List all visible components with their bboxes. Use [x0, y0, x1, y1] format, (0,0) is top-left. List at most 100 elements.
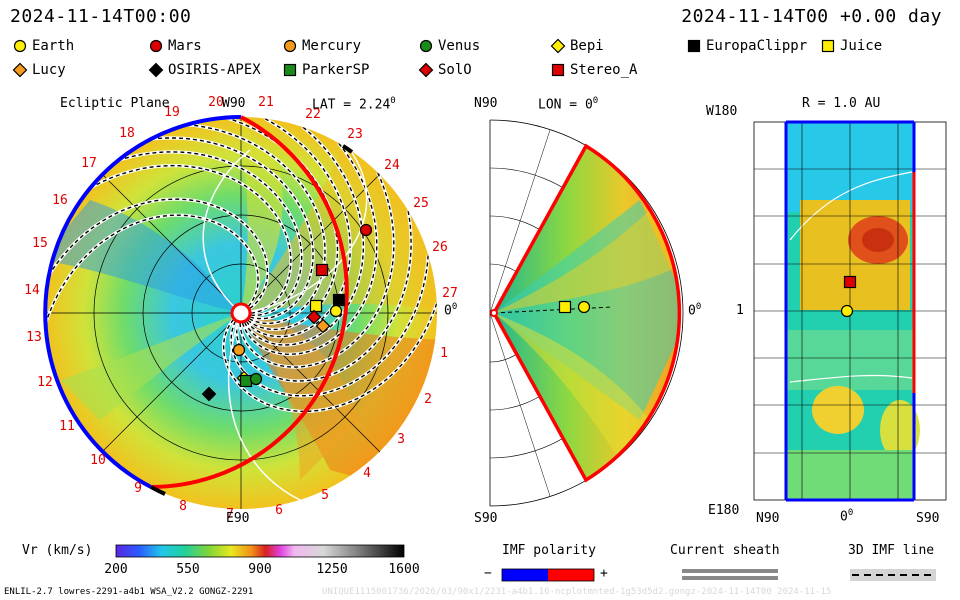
e180-label: E180 — [708, 503, 740, 518]
w90-label: W90 — [222, 96, 246, 111]
e90-label: E90 — [226, 511, 250, 526]
longitude-label: LON = 00 — [538, 96, 599, 113]
carrington-label-16: 16 — [52, 193, 68, 208]
diamond-icon — [418, 62, 434, 78]
marker-osiris-apex — [201, 386, 217, 402]
legend-item-juice: Juice — [820, 38, 882, 54]
carrington-label-19: 19 — [164, 105, 180, 120]
marker-mercury — [232, 343, 246, 357]
colorbar-tick-200: 200 — [104, 562, 128, 577]
legend-item-mercury: Mercury — [282, 38, 361, 54]
spacecraft-markers-synoptic — [840, 275, 857, 318]
marker-parkersp — [239, 374, 253, 388]
carrington-label-14: 14 — [24, 283, 40, 298]
polarity-ring-negative — [43, 115, 242, 489]
imf-line — [186, 123, 326, 324]
circle-icon — [419, 39, 433, 53]
carrington-label-5: 5 — [321, 488, 329, 503]
imf-line — [235, 210, 412, 382]
imf-line — [230, 255, 429, 397]
legend-label: Lucy — [32, 62, 66, 78]
vr-colorbar — [115, 544, 405, 558]
current-sheet-line — [240, 149, 368, 314]
carrington-label-15: 15 — [32, 236, 48, 251]
carrington-label-6: 6 — [275, 503, 283, 518]
sun-inner-boundary — [230, 302, 252, 324]
imf-plus-label: + — [600, 566, 608, 581]
legend-label: EuropaClippr — [706, 38, 808, 54]
ecliptic-title: Ecliptic Plane — [60, 96, 170, 111]
imf-line — [150, 137, 314, 320]
carrington-label-22: 22 — [305, 107, 321, 122]
carrington-label-18: 18 — [119, 126, 135, 141]
meridional-n90-label: N90 — [474, 96, 498, 111]
imf-polarity-positive-swatch — [548, 569, 594, 581]
carrington-label-11: 11 — [59, 419, 75, 434]
current-sheath-label: Current sheath — [670, 543, 780, 558]
legend-item-earth: Earth — [12, 38, 74, 54]
current-time: 2024-11-14T00 +0.00 day — [681, 6, 942, 27]
legend-item-parkersp: ParkerSP — [282, 62, 369, 78]
carrington-label-17: 17 — [81, 156, 97, 171]
legend-item-europaclippr: EuropaClippr — [686, 38, 807, 54]
legend-item-mars: Mars — [148, 38, 202, 54]
colorbar-tick-1600: 1600 — [388, 562, 420, 577]
meridional-plane-panel — [489, 119, 684, 507]
meridional-polarity-edge — [492, 143, 682, 483]
imf-line — [117, 151, 303, 317]
carrington-label-13: 13 — [26, 330, 42, 345]
carrington-label-4: 4 — [363, 466, 371, 481]
colorbar-tick-1250: 1250 — [316, 562, 348, 577]
legend-label: Juice — [840, 38, 883, 54]
legend-label: Mercury — [302, 38, 362, 54]
carrington-label-24: 24 — [384, 158, 400, 173]
imf-line — [45, 214, 259, 325]
spacecraft-markers-meridional — [558, 300, 591, 314]
colorbar-tick-900: 900 — [248, 562, 272, 577]
current-sheet-line — [202, 149, 251, 314]
marker-europaclippr — [332, 293, 346, 307]
diamond-icon — [550, 38, 566, 54]
marker-solo — [306, 309, 322, 325]
colorbar-tick-550: 550 — [176, 562, 200, 577]
current-sheath-swatch — [682, 569, 778, 573]
carrington-label-12: 12 — [37, 375, 53, 390]
marker-earth — [840, 304, 854, 318]
ecliptic-zero-label: 00 — [444, 302, 458, 319]
marker-lucy — [315, 318, 331, 334]
meridional-s90-label: S90 — [474, 511, 498, 526]
legend-label: Bepi — [570, 38, 604, 54]
marker-mars — [359, 223, 373, 237]
meridional-zero-label: 00 — [688, 302, 702, 319]
imf-polarity-label: IMF polarity — [502, 543, 596, 558]
legend-item-lucy: Lucy — [12, 62, 66, 78]
synoptic-one-label: 1 — [736, 303, 744, 318]
synoptic-s90-label: S90 — [916, 511, 940, 526]
marker-earth — [577, 300, 591, 314]
diamond-icon — [12, 62, 28, 78]
square-icon — [687, 39, 701, 53]
legend-label: SolO — [438, 62, 472, 78]
legend-item-venus: Venus — [418, 38, 480, 54]
w180-label: W180 — [706, 104, 738, 119]
current-sheet-line — [227, 312, 301, 501]
carrington-label-26: 26 — [432, 240, 448, 255]
carrington-label-23: 23 — [347, 127, 363, 142]
imf-line — [245, 117, 352, 338]
spacecraft-markers-ecliptic — [201, 223, 373, 402]
circle-icon — [13, 39, 27, 53]
legend-item-bepi: Bepi — [550, 38, 604, 54]
model-info: ENLIL-2.7 lowres-2291-a4b1 WSA_V2.2 GONG… — [4, 587, 254, 597]
legend-label: Mars — [168, 38, 202, 54]
square-icon — [821, 39, 835, 53]
square-icon — [551, 63, 565, 77]
run-id: UNIQUE1115001736/2026/03/90x1/2231-a4b1.… — [322, 587, 832, 597]
legend-label: ParkerSP — [302, 62, 370, 78]
marker-juice — [309, 299, 323, 313]
marker-juice — [558, 300, 572, 314]
start-time: 2024-11-14T00:00 — [10, 6, 192, 27]
legend-item-solo: SolO — [418, 62, 472, 78]
marker-stereo-a — [843, 275, 857, 289]
